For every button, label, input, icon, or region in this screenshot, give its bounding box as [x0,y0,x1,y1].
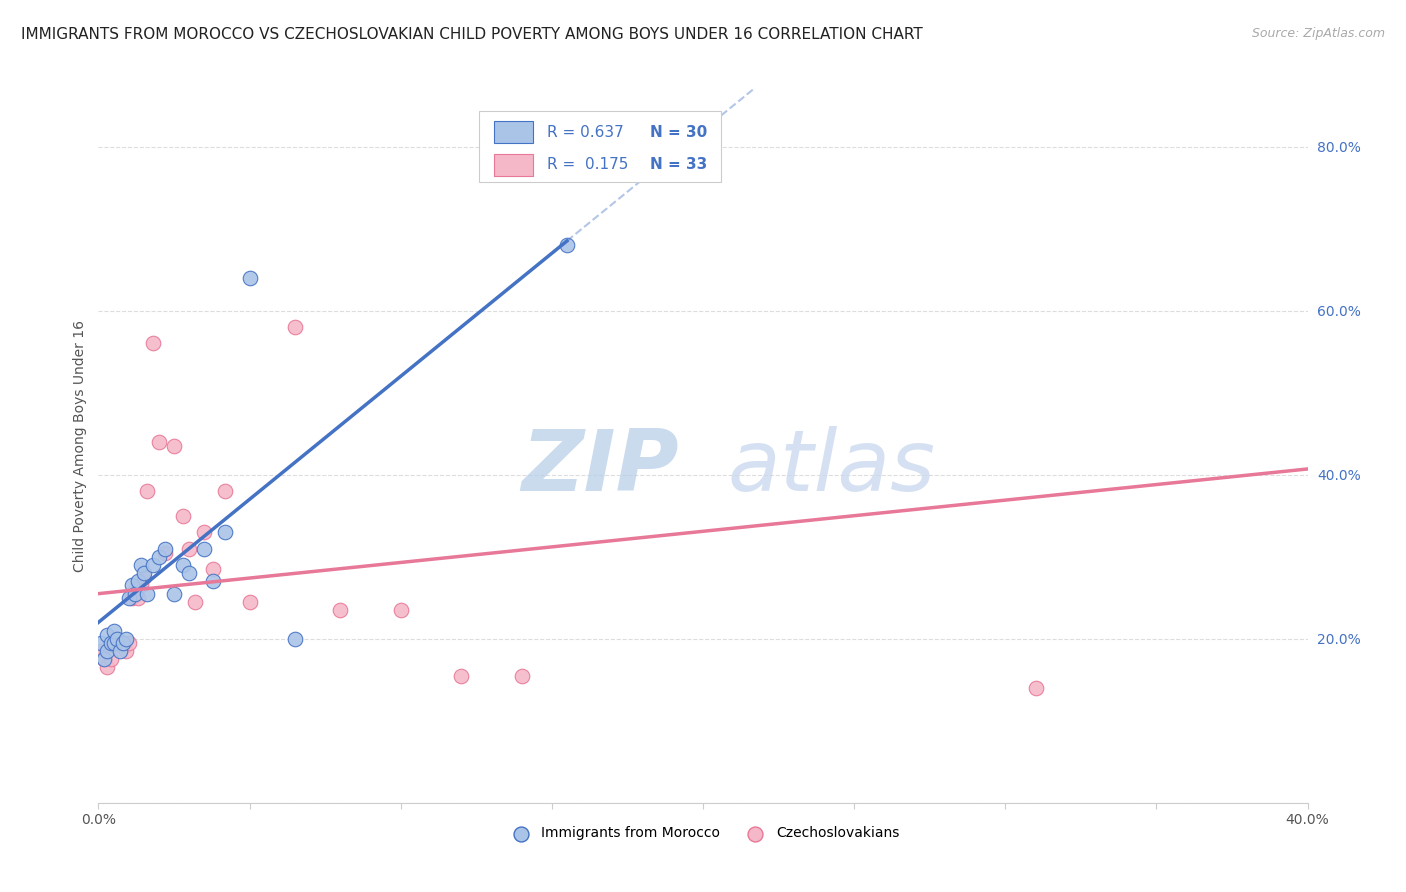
Legend: Immigrants from Morocco, Czechoslovakians: Immigrants from Morocco, Czechoslovakian… [501,821,905,846]
Point [202,574,225,589]
Point [124,587,146,601]
FancyBboxPatch shape [479,111,721,182]
Text: N = 33: N = 33 [650,157,707,172]
Point [179,541,201,556]
Point [172,508,194,523]
Point [100,652,122,666]
Point [121,578,143,592]
Text: atlas: atlas [727,425,935,509]
Text: ZIP: ZIP [522,425,679,509]
Point [132,570,155,584]
Text: R = 0.637: R = 0.637 [547,125,624,139]
Point [118,591,141,605]
Point [90,636,112,650]
Point [214,525,236,540]
Point [114,632,136,646]
Point [202,562,225,576]
FancyBboxPatch shape [494,121,533,143]
Point [555,238,578,252]
Text: Source: ZipAtlas.com: Source: ZipAtlas.com [1251,27,1385,40]
Point [239,270,262,285]
Point [124,582,146,597]
Point [100,636,122,650]
Point [214,484,236,499]
Point [96,627,118,641]
Text: R =  0.175: R = 0.175 [547,157,628,172]
Point [163,439,186,453]
Point [510,668,533,682]
Point [93,652,115,666]
FancyBboxPatch shape [494,154,533,176]
Point [111,640,134,654]
Point [105,636,128,650]
Point [284,320,307,334]
Point [129,578,152,592]
Point [153,546,176,560]
Point [184,595,207,609]
Point [114,644,136,658]
Point [96,660,118,674]
Point [163,587,186,601]
Point [129,558,152,572]
Point [172,558,194,572]
Point [148,549,170,564]
Point [127,591,149,605]
Point [135,484,157,499]
Point [329,603,352,617]
Point [142,558,165,572]
Point [193,541,215,556]
Point [179,566,201,581]
Point [132,566,155,581]
Point [127,574,149,589]
Text: IMMIGRANTS FROM MOROCCO VS CZECHOSLOVAKIAN CHILD POVERTY AMONG BOYS UNDER 16 COR: IMMIGRANTS FROM MOROCCO VS CZECHOSLOVAKI… [21,27,922,42]
Point [96,644,118,658]
Point [111,636,134,650]
Point [103,624,125,638]
Point [153,541,176,556]
Point [93,652,115,666]
Point [142,336,165,351]
Text: N = 30: N = 30 [650,125,707,139]
Y-axis label: Child Poverty Among Boys Under 16: Child Poverty Among Boys Under 16 [73,320,87,572]
Point [90,644,112,658]
Point [105,632,128,646]
Point [103,636,125,650]
Point [118,636,141,650]
Point [1024,681,1046,695]
Point [135,587,157,601]
Point [239,595,262,609]
Point [450,668,472,682]
Point [284,632,307,646]
Point [108,644,131,658]
Point [103,636,125,650]
Point [193,525,215,540]
Point [389,603,412,617]
Point [148,434,170,449]
Point [121,591,143,605]
Point [108,636,131,650]
